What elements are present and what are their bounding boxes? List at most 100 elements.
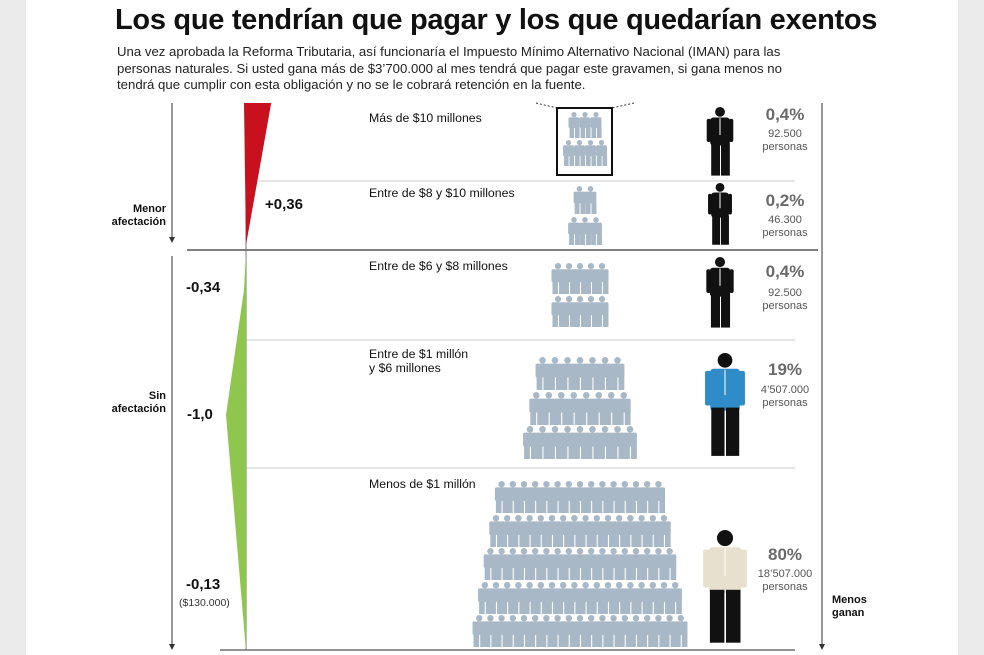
figure-leg: [614, 500, 621, 513]
figure-leg: [630, 567, 636, 580]
range-label-2: Entre de $8 y $10 millones: [369, 186, 515, 200]
figure-head: [593, 112, 599, 118]
pictogram-figure: [610, 357, 625, 390]
pictogram-figure: [601, 582, 615, 614]
figure-head: [545, 392, 553, 399]
figure-head: [587, 186, 594, 192]
pictogram-figure: [562, 296, 576, 327]
figure-head: [571, 582, 578, 589]
figure-leg: [484, 634, 491, 647]
people-silhouettes: [703, 107, 747, 643]
pictogram-figure: [623, 515, 638, 547]
figure-head: [543, 548, 550, 555]
pictogram-figure: [522, 582, 537, 614]
figure-leg: [611, 445, 618, 459]
figure-leg: [569, 127, 575, 138]
figure-leg: [558, 500, 565, 513]
figure-head: [565, 296, 573, 303]
figure-leg: [631, 534, 638, 547]
figure-head: [644, 615, 651, 622]
figure-leg: [624, 445, 630, 459]
figure-leg: [581, 376, 587, 390]
figure-leg: [581, 634, 587, 647]
figure-head: [660, 515, 668, 522]
figure-leg: [536, 500, 542, 513]
figure-head: [666, 548, 673, 555]
figure-leg: [591, 155, 597, 166]
figure-leg: [585, 567, 592, 580]
figure-leg: [497, 601, 503, 614]
figure-leg: [635, 601, 642, 614]
figure-body: [551, 302, 565, 316]
figure-body: [590, 588, 604, 602]
figure-leg: [549, 376, 555, 390]
figure-leg: [605, 411, 612, 425]
pictogram-figure: [674, 615, 688, 647]
figure-body: [579, 222, 591, 235]
figure-head: [537, 515, 544, 522]
figure-leg: [502, 500, 509, 513]
figure-body: [506, 554, 520, 568]
figure-body: [584, 554, 598, 568]
figure-leg: [519, 534, 526, 547]
pictogram-figure: [517, 481, 531, 513]
pictogram-figure: [590, 217, 602, 245]
figure-body: [598, 363, 612, 378]
figure-body: [591, 398, 606, 413]
percentage-3: 0,4%: [765, 262, 805, 281]
pictogram-figure: [551, 296, 565, 327]
figure-leg: [586, 233, 591, 245]
pictogram-figure: [550, 615, 565, 647]
figure-body: [500, 588, 514, 602]
figure-leg: [602, 601, 608, 614]
figure-head: [655, 548, 662, 555]
figure-body: [606, 487, 621, 501]
pictogram-figure: [534, 582, 548, 614]
person-leg: [711, 407, 725, 456]
figure-head: [576, 357, 584, 364]
figure-leg: [625, 567, 632, 580]
figure-leg: [561, 445, 568, 459]
figure-body: [562, 487, 576, 501]
pictogram-figure: [511, 515, 526, 547]
figure-body: [657, 588, 671, 602]
impact-value-4: -0,13: [186, 576, 221, 593]
figure-leg: [518, 567, 524, 580]
figure-body: [610, 363, 625, 378]
figure-leg: [558, 634, 565, 647]
figure-body: [517, 487, 531, 501]
figure-head: [548, 582, 556, 589]
figure-leg: [579, 601, 586, 614]
pictogram-figure: [584, 263, 598, 294]
figure-leg: [568, 601, 575, 614]
figure-leg: [563, 567, 569, 580]
figure-leg: [642, 534, 649, 547]
figure-leg: [591, 601, 597, 614]
figure-head: [554, 263, 562, 270]
figure-leg: [669, 601, 676, 614]
pictogram-figure: [584, 296, 598, 327]
figure-leg: [592, 314, 598, 327]
pictogram-figure: [640, 548, 654, 580]
figure-head: [526, 515, 533, 522]
figure-head: [532, 615, 539, 622]
figure-leg: [579, 534, 586, 547]
pictogram-figure: [489, 582, 503, 614]
people-count-3: 92.500 personas: [762, 287, 808, 312]
figure-leg: [591, 233, 597, 245]
pictogram-figure: [618, 548, 632, 580]
pictogram-figure: [629, 481, 643, 513]
figure-body: [494, 554, 509, 568]
pictogram-figure: [601, 515, 615, 547]
impact-value-1: +0,36: [265, 196, 303, 213]
pictogram-figure: [500, 515, 514, 547]
range-label-1: Más de $10 millones: [369, 111, 482, 125]
figure-leg: [620, 534, 626, 547]
negative-impact-shape: [226, 252, 246, 648]
figure-leg: [580, 127, 586, 138]
figure-head: [543, 615, 550, 622]
figure-head: [582, 392, 590, 399]
pictogram-figure: [640, 481, 654, 513]
figure-head: [582, 515, 589, 522]
figure-body: [573, 621, 587, 635]
